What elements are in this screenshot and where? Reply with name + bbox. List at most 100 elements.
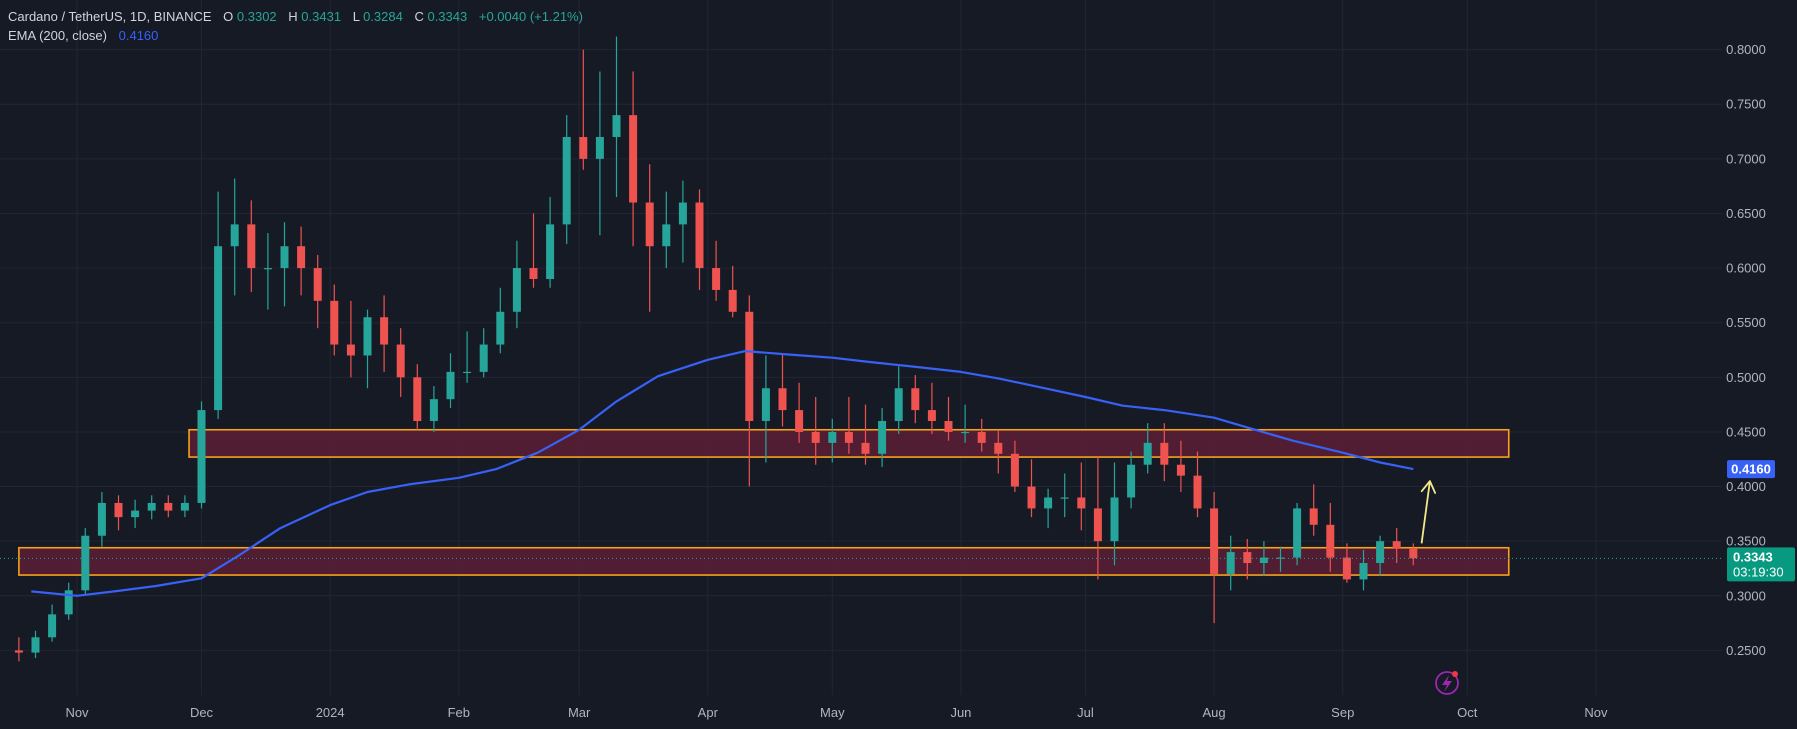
- high-label: H: [288, 9, 297, 24]
- candle-body: [1392, 541, 1401, 549]
- candle-body: [463, 371, 472, 374]
- candle-body: [48, 614, 57, 638]
- candle-body: [114, 502, 123, 518]
- arrow-shaft[interactable]: [1420, 480, 1431, 544]
- candle-body: [14, 650, 23, 653]
- candle-body: [662, 224, 671, 247]
- candle-body: [1376, 541, 1385, 564]
- candle-body: [1176, 464, 1185, 476]
- candle-body: [712, 268, 721, 290]
- axis-layer[interactable]: 0.8000 0.7500 0.7000 0.6500 0.6000 0.5500 0.50…: [65, 42, 1795, 720]
- candle-body: [81, 535, 90, 591]
- candle-body: [64, 590, 73, 615]
- candle-body: [280, 246, 289, 269]
- candle-body: [31, 637, 40, 653]
- legend-header: Cardano / TetherUS, 1D, BINANCE O 0.3302…: [8, 9, 583, 43]
- candle-body: [1243, 552, 1252, 564]
- price-tick-label: 0.7000: [1726, 151, 1766, 166]
- low-value: 0.3284: [363, 9, 403, 24]
- price-tick-label: 0.5000: [1726, 370, 1766, 385]
- candle-body: [346, 344, 355, 356]
- candle-body: [645, 202, 654, 247]
- candle-body: [413, 377, 422, 422]
- candle-body: [1093, 508, 1102, 542]
- candle-body: [878, 421, 887, 454]
- high-value: 0.3431: [301, 9, 341, 24]
- candle-body: [1143, 442, 1152, 465]
- candle-body: [247, 224, 256, 269]
- time-tick-label: Jun: [950, 705, 971, 720]
- candle-body: [795, 410, 804, 432]
- time-tick-label: Nov: [65, 705, 89, 720]
- candle-body: [1259, 557, 1268, 564]
- candle-body: [97, 502, 106, 536]
- price-tick-label: 0.2500: [1726, 643, 1766, 658]
- candle-body: [263, 268, 272, 270]
- candle-body: [1110, 497, 1119, 542]
- candle-body: [579, 136, 588, 159]
- candle-body: [1193, 475, 1202, 509]
- current-price-badge: [1727, 547, 1795, 582]
- candle-body: [197, 410, 206, 503]
- svg-text:EMA (200, close) 0.416: EMA (200, close) 0.4160: [8, 28, 158, 43]
- time-tick-label: 2024: [316, 705, 345, 720]
- arrow-head[interactable]: [1420, 480, 1437, 494]
- candle-body: [828, 431, 837, 443]
- candle-body: [761, 388, 770, 422]
- time-tick-label: Feb: [448, 705, 470, 720]
- candle-body: [147, 502, 156, 511]
- time-tick-label: Nov: [1584, 705, 1608, 720]
- open-value: 0.3302: [237, 9, 277, 24]
- candle-body: [1210, 508, 1219, 574]
- time-tick-label: May: [820, 705, 845, 720]
- time-tick-label: Sep: [1331, 705, 1354, 720]
- time-tick-label: Jul: [1077, 705, 1094, 720]
- lightning-icon[interactable]: [1435, 671, 1459, 695]
- close-label: C: [414, 9, 423, 24]
- candle-body: [811, 431, 820, 443]
- ema-price-badge-label: 0.4160: [1731, 462, 1771, 477]
- candle-body: [595, 136, 604, 159]
- close-value: 0.3343: [427, 9, 467, 24]
- candle-body: [1077, 497, 1086, 509]
- candle-body: [529, 268, 538, 280]
- change-value: +0.0040 (+1.21%): [479, 9, 583, 24]
- candle-body: [1326, 524, 1335, 558]
- price-tick-label: 0.3500: [1726, 534, 1766, 549]
- ema-price-badge: [1727, 460, 1775, 479]
- candle-body: [164, 502, 173, 511]
- candle-body: [396, 344, 405, 378]
- time-tick-label: Aug: [1203, 705, 1226, 720]
- candle-body: [927, 410, 936, 422]
- candle-body: [994, 442, 1003, 454]
- candle-body: [1044, 497, 1053, 509]
- support-zone[interactable]: [18, 546, 1510, 576]
- candle-body: [1060, 497, 1069, 499]
- annotation-layer[interactable]: [1420, 480, 1437, 544]
- candle-body: [678, 202, 687, 225]
- candle-body: [944, 421, 953, 432]
- candle-body: [844, 431, 853, 443]
- grid-layer: [0, 0, 1722, 695]
- countdown-label: 03:19:30: [1733, 564, 1784, 579]
- time-tick-label: Mar: [568, 705, 591, 720]
- price-tick-label: 0.6000: [1726, 261, 1766, 276]
- candle-body: [629, 115, 638, 203]
- candle-body: [363, 317, 372, 356]
- candle-body: [695, 202, 704, 269]
- low-label: L: [353, 9, 360, 24]
- candle-body: [1127, 464, 1136, 498]
- ema-legend-label: EMA (200, close): [8, 28, 107, 43]
- candle-body: [330, 300, 339, 345]
- symbol-title: Cardano / TetherUS, 1D, BINANCE: [8, 9, 212, 24]
- candle-body: [728, 289, 737, 312]
- candle-body: [1160, 442, 1169, 465]
- candle-body: [1027, 486, 1036, 509]
- candle-body: [861, 442, 870, 454]
- candle-body: [1409, 548, 1418, 559]
- candle-body: [1293, 508, 1302, 558]
- candle-body: [1226, 552, 1235, 574]
- price-tick-label: 0.4500: [1726, 424, 1766, 439]
